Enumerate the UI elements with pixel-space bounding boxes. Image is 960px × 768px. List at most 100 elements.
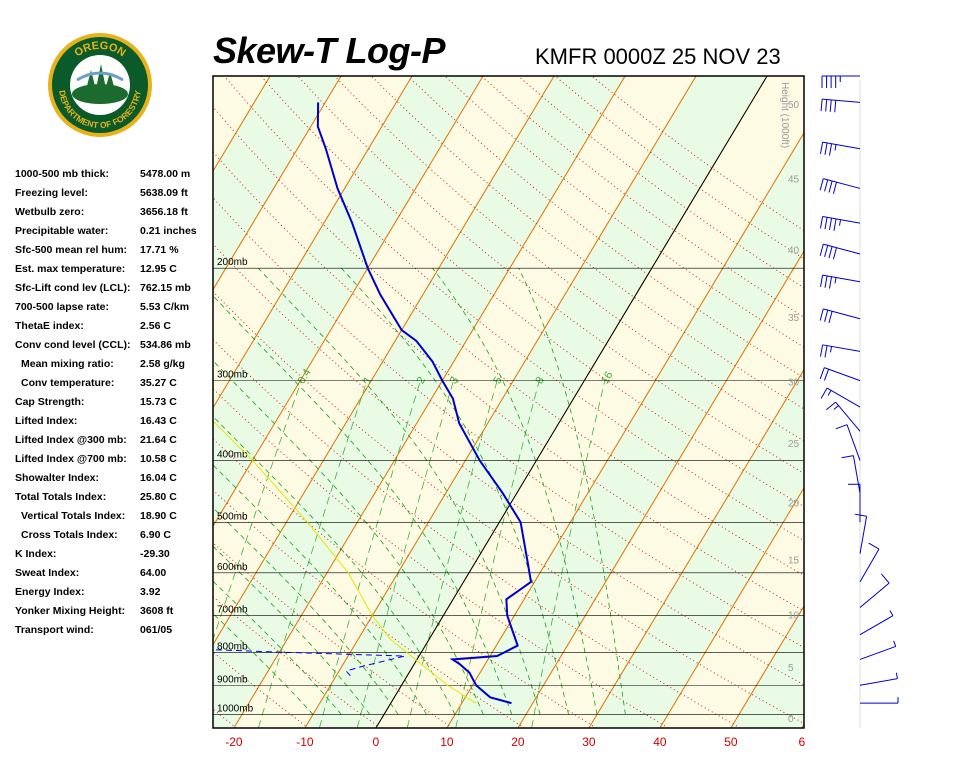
wind-barb-flag (868, 542, 880, 550)
wind-barb-staff (822, 141, 861, 150)
wind-barb (859, 640, 897, 660)
index-value: 061/05 (140, 624, 173, 636)
index-value: 64.00 (140, 567, 167, 579)
wind-barb-flag (824, 275, 828, 288)
plot-area: 0.4 1 2 3 5 8 161000mb900mb800mb700mb600mb500m… (0, 76, 804, 728)
wind-barb-staff (852, 455, 861, 494)
index-label: K Index: (15, 548, 57, 560)
temperature-tick-label: 0 (373, 735, 380, 749)
wind-barb-flag (824, 369, 830, 381)
index-row: Total Totals Index: 25.80 C (15, 491, 215, 510)
wind-barb-staff (826, 387, 861, 408)
pressure-label: 600mb (217, 562, 248, 573)
wind-barb-flag (819, 178, 824, 191)
wind-barb (820, 141, 861, 156)
wind-barb-flag (819, 244, 824, 256)
index-label: ThetaE index: (15, 320, 84, 332)
wind-barb-half-flag (893, 640, 897, 647)
isotherm-line (213, 76, 413, 409)
wind-barb-staff (859, 516, 868, 554)
height-tick-label: 15 (788, 555, 800, 566)
index-label: Lifted Index @300 mb: (15, 434, 127, 446)
stability-indices-panel: 1000-500 mb thick: 5478.00 m Freezing leve… (15, 168, 215, 643)
dry-adiabat (213, 290, 804, 724)
pressure-label: 900mb (217, 674, 248, 685)
wind-barb-half-flag (827, 390, 832, 396)
index-label: Sfc-Lift cond lev (LCL): (15, 282, 131, 294)
wind-barb-flag (824, 142, 828, 155)
index-row: Wetbulb zero: 3656.18 ft (15, 206, 215, 225)
dry-adiabat (213, 596, 381, 728)
isotherm-line (233, 76, 626, 728)
wind-barb-flag (828, 276, 833, 289)
isotherm-line (0, 76, 128, 728)
pressure-label: 800mb (217, 642, 248, 653)
wind-barb-half-flag (839, 219, 842, 226)
dry-adiabat (213, 438, 597, 728)
zero-isotherm (375, 76, 768, 728)
index-row: Lifted Index @700 mb: 10.58 C (15, 453, 215, 472)
wind-barb-staff (822, 274, 861, 283)
wind-barb-staff (859, 678, 898, 686)
height-tick-label: 25 (788, 439, 800, 450)
plot-frame (212, 75, 805, 729)
isotherm-line (213, 76, 484, 528)
index-label: Sweat Index: (15, 567, 80, 579)
wind-barb (848, 483, 861, 523)
wind-barb-flag (834, 100, 837, 113)
wind-barb (860, 697, 899, 704)
isotherm-line (801, 723, 804, 728)
temperature-tick-label: 20 (511, 735, 525, 749)
temperature-tick-label: 6 (799, 735, 806, 749)
index-value: 35.27 C (140, 377, 177, 389)
dry-adiabat (213, 243, 804, 686)
index-row: Lifted Index @300 mb: 21.64 C (15, 434, 215, 453)
dewpoint-trace (213, 649, 405, 677)
mixing-ratio-line (531, 380, 606, 728)
isotherm-line (304, 76, 697, 728)
height-tick-label: 0 (788, 714, 794, 725)
index-label: Total Totals Index: (15, 491, 107, 503)
wind-barb-flag (820, 142, 824, 155)
moist-adiabat (258, 267, 541, 715)
temperature-trace (316, 102, 533, 705)
wind-barb-flag (832, 182, 837, 194)
wind-barb (820, 98, 861, 113)
index-row: Lifted Index: 16.43 C (15, 415, 215, 434)
dry-adiabat (213, 708, 237, 728)
wind-barb-half-flag (895, 672, 898, 679)
index-value: 12.95 C (140, 263, 177, 275)
wind-barb (859, 672, 898, 686)
index-label: Precipitable water: (15, 225, 109, 237)
temperature-tick-label: 10 (440, 735, 454, 749)
wind-barb-staff (824, 367, 861, 382)
wind-barb-flag (828, 246, 833, 259)
wind-barb (820, 344, 861, 358)
wind-barb (859, 542, 880, 583)
index-row: Precipitable water: 0.21 inches (15, 225, 215, 244)
index-row: Cap Strength: 15.73 C (15, 396, 215, 415)
wind-barb-flag (828, 218, 833, 231)
wind-barb-flag (820, 99, 823, 112)
moist-adiabat (213, 415, 456, 715)
index-label: 700-500 lapse rate: (15, 301, 109, 313)
wind-barb-half-flag (834, 144, 837, 151)
height-tick-label: 35 (788, 313, 800, 324)
temperature-tick-label: 30 (582, 735, 596, 749)
index-value: 10.58 C (140, 453, 177, 465)
index-label: Sfc-500 mean rel hum: (15, 244, 128, 256)
index-row: 1000-500 mb thick: 5478.00 m (15, 168, 215, 187)
wind-barb (820, 274, 861, 289)
index-value: 3.92 (140, 586, 161, 598)
moist-adiabat (213, 464, 427, 715)
moist-adiabat (518, 268, 626, 715)
wind-barb-flag (824, 217, 828, 230)
wind-barb (819, 308, 861, 323)
index-value: 534.86 mb (140, 339, 191, 351)
index-value: 15.73 C (140, 396, 177, 408)
height-tick-label: 10 (788, 610, 800, 621)
wind-barb-half-flag (830, 346, 833, 353)
wind-barb-half-flag (889, 610, 894, 616)
index-row: ThetaE index: 2.56 C (15, 320, 215, 339)
index-row: Sfc-Lift cond lev (LCL): 762.15 mb (15, 282, 215, 301)
